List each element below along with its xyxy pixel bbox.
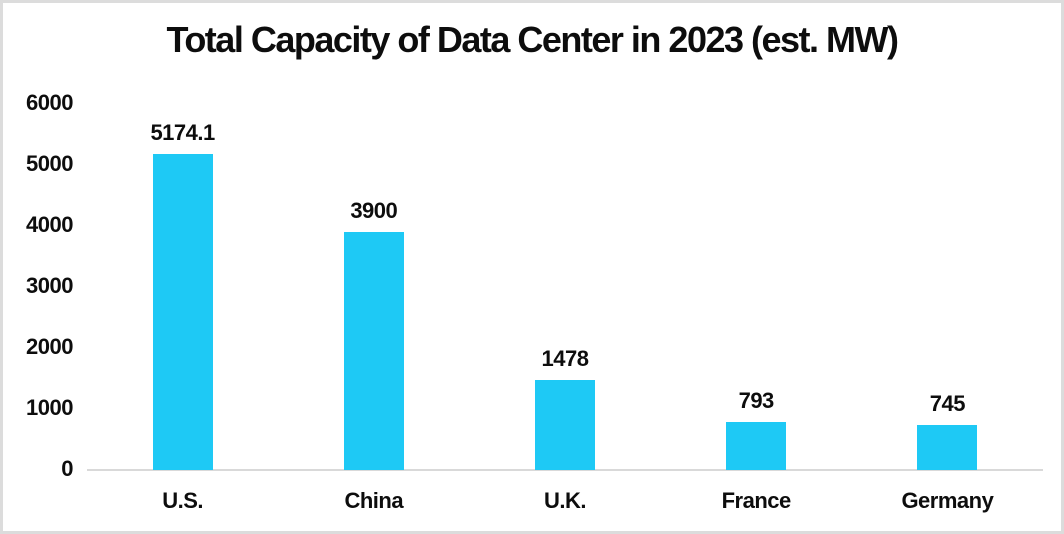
plot-area: 0 1000 2000 3000 4000 5000 6000 5174.1 3900 1478… xyxy=(3,3,1061,531)
x-axis-line xyxy=(87,469,1043,471)
x-category-label-china: China xyxy=(344,488,404,513)
y-tick-label-2000: 2000 xyxy=(26,334,73,359)
y-tick-label-1000: 1000 xyxy=(26,395,73,420)
x-category-label-germany: Germany xyxy=(901,488,994,513)
bar-germany xyxy=(917,424,978,470)
bar-value-label-germany: 745 xyxy=(929,390,966,416)
bar-value-label-france: 793 xyxy=(738,387,775,413)
bar-uk xyxy=(535,379,595,470)
bar-china xyxy=(343,232,404,470)
y-tick-label-5000: 5000 xyxy=(26,151,73,176)
bar-value-label-uk: 1478 xyxy=(541,345,589,371)
y-tick-label-3000: 3000 xyxy=(26,273,73,298)
y-tick-label-0: 0 xyxy=(61,456,73,481)
bar-us xyxy=(152,154,213,470)
bar-value-label-us: 5174.1 xyxy=(150,120,215,146)
bar-france xyxy=(726,421,787,470)
x-category-label-france: France xyxy=(721,488,792,513)
bar-value-label-china: 3900 xyxy=(350,198,398,224)
x-category-label-uk: U.K. xyxy=(544,488,587,513)
chart-title: Total Capacity of Data Center in 2023 (e… xyxy=(166,19,900,60)
y-tick-label-4000: 4000 xyxy=(26,212,73,237)
y-tick-label-6000: 6000 xyxy=(26,90,73,115)
x-category-label-us: U.S. xyxy=(162,488,203,513)
